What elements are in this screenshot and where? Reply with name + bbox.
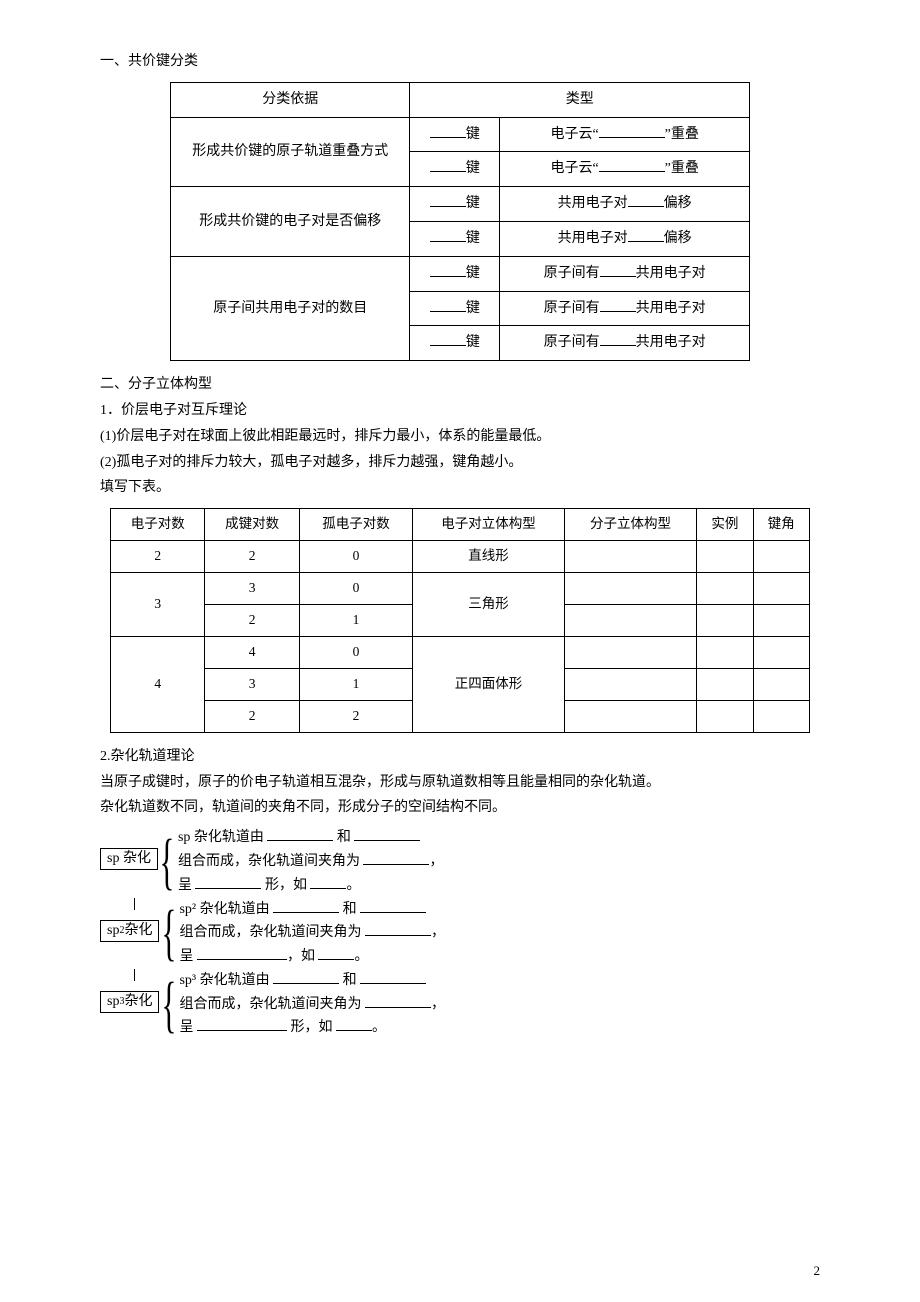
t2-r1-c0: 3 (111, 573, 205, 637)
t1-r1-s1-right: 共用电子对偏移 (500, 221, 750, 256)
t1-basis-0: 形成共价键的原子轨道重叠方式 (171, 117, 410, 187)
t1-r2-s1-mid: 键 (410, 291, 500, 326)
t2-r3-c6 (753, 636, 809, 668)
t2-r5-c5 (697, 700, 753, 732)
covalent-bond-table: 分类依据 类型 形成共价键的原子轨道重叠方式 键 电子云“”重叠 键 电子云“”… (170, 82, 750, 361)
t2-r2-c2: 1 (299, 604, 412, 636)
t1-r0-s1-mid: 键 (410, 152, 500, 187)
t2-h5: 实例 (697, 509, 753, 541)
sub-2-title: 2.杂化轨道理论 (100, 745, 820, 769)
t2-h1: 成键对数 (205, 509, 299, 541)
t2-h2: 孤电子对数 (299, 509, 412, 541)
t1-r1-s1-mid: 键 (410, 221, 500, 256)
t1-r0-s0-right: 电子云“”重叠 (500, 117, 750, 152)
hybrid-sp-l3: 呈 形，如 。 (178, 874, 444, 898)
t2-r5-c6 (753, 700, 809, 732)
t2-r0-c1: 2 (205, 541, 299, 573)
t1-r1-s0-right: 共用电子对偏移 (500, 187, 750, 222)
t2-h4: 分子立体构型 (564, 509, 696, 541)
hybrid-diagram: sp 杂化 { sp 杂化轨道由 和 组合而成，杂化轨道间夹角为 ， 呈 形，如… (100, 826, 820, 1040)
t1-r0-s1-right: 电子云“”重叠 (500, 152, 750, 187)
t1-basis-1: 形成共价键的电子对是否偏移 (171, 187, 410, 257)
t2-r4-c2: 1 (299, 668, 412, 700)
hybrid-sp3-l1: sp³ 杂化轨道由 和 (179, 969, 445, 993)
hybrid-sp-label: sp 杂化 (100, 848, 158, 870)
t1-r0-s0-mid: 键 (410, 117, 500, 152)
hybrid-sp3-l2: 组合而成，杂化轨道间夹角为 ， (179, 993, 445, 1017)
hybrid-sp3-label: sp3 杂化 (100, 991, 159, 1013)
hybrid-sp-row: sp 杂化 { sp 杂化轨道由 和 组合而成，杂化轨道间夹角为 ， 呈 形，如… (100, 826, 820, 897)
section-1-title: 一、共价键分类 (100, 50, 820, 74)
t2-h6: 键角 (753, 509, 809, 541)
hybrid-sp2-l2: 组合而成，杂化轨道间夹角为 ， (179, 921, 445, 945)
t2-r3-c2: 0 (299, 636, 412, 668)
hybrid-sp2-l1: sp² 杂化轨道由 和 (179, 898, 445, 922)
t2-h3: 电子对立体构型 (413, 509, 564, 541)
t2-r2-c5 (697, 604, 753, 636)
t2-r3-c0: 4 (111, 636, 205, 732)
t1-r2-s0-mid: 键 (410, 256, 500, 291)
t2-r4-c6 (753, 668, 809, 700)
section-2-title: 二、分子立体构型 (100, 373, 820, 397)
hybrid-sp3-row: sp3 杂化 { sp³ 杂化轨道由 和 组合而成，杂化轨道间夹角为 ， 呈 形… (100, 969, 820, 1040)
t2-r1-c6 (753, 573, 809, 605)
brace-icon: { (158, 826, 176, 897)
t2-r5-c2: 2 (299, 700, 412, 732)
t1-r2-s2-mid: 键 (410, 326, 500, 361)
t2-r1-c3: 三角形 (413, 573, 564, 637)
t2-r4-c5 (697, 668, 753, 700)
t2-r0-c5 (697, 541, 753, 573)
page-number: 2 (814, 1260, 821, 1282)
fill-label: 填写下表。 (100, 476, 820, 500)
t1-r2-s2-right: 原子间有共用电子对 (500, 326, 750, 361)
t2-r1-c1: 3 (205, 573, 299, 605)
brace-icon: { (159, 898, 177, 969)
t2-r1-c5 (697, 573, 753, 605)
t2-r2-c4 (564, 604, 696, 636)
brace-icon: { (159, 969, 177, 1040)
t2-r5-c4 (564, 700, 696, 732)
t2-r1-c4 (564, 573, 696, 605)
t2-r4-c4 (564, 668, 696, 700)
t1-header-type: 类型 (410, 82, 750, 117)
t2-r0-c0: 2 (111, 541, 205, 573)
hybrid-sp2-label: sp2 杂化 (100, 920, 159, 942)
t2-r4-c1: 3 (205, 668, 299, 700)
t1-r2-s0-right: 原子间有共用电子对 (500, 256, 750, 291)
t2-r3-c5 (697, 636, 753, 668)
t2-r0-c4 (564, 541, 696, 573)
hybrid-sp2-l3: 呈 ，如 。 (179, 945, 445, 969)
t2-r2-c6 (753, 604, 809, 636)
t2-r1-c2: 0 (299, 573, 412, 605)
sub-1-title: 1．价层电子对互斥理论 (100, 399, 820, 423)
t2-r0-c3: 直线形 (413, 541, 564, 573)
t2-r3-c3: 正四面体形 (413, 636, 564, 732)
t2-r3-c4 (564, 636, 696, 668)
t1-r1-s0-mid: 键 (410, 187, 500, 222)
t1-r2-s1-right: 原子间有共用电子对 (500, 291, 750, 326)
t2-r3-c1: 4 (205, 636, 299, 668)
page-container: 一、共价键分类 分类依据 类型 形成共价键的原子轨道重叠方式 键 电子云“”重叠… (0, 0, 920, 1302)
t2-r2-c1: 2 (205, 604, 299, 636)
t2-r5-c1: 2 (205, 700, 299, 732)
hybrid-sp3-l3: 呈 形，如 。 (179, 1016, 445, 1040)
hybrid-sp-l2: 组合而成，杂化轨道间夹角为 ， (178, 850, 444, 874)
sub-1-line-1: (1)价层电子对在球面上彼此相距最远时，排斥力最小，体系的能量最低。 (100, 425, 820, 449)
sub-1-line-2: (2)孤电子对的排斥力较大，孤电子对越多，排斥力越强，键角越小。 (100, 451, 820, 475)
hybrid-sp-l1: sp 杂化轨道由 和 (178, 826, 444, 850)
sub-2-line-1: 当原子成键时，原子的价电子轨道相互混杂，形成与原轨道数相等且能量相同的杂化轨道。 (100, 771, 820, 795)
t2-r0-c6 (753, 541, 809, 573)
sub-2-line-2: 杂化轨道数不同，轨道间的夹角不同，形成分子的空间结构不同。 (100, 796, 820, 820)
t1-header-basis: 分类依据 (171, 82, 410, 117)
vsepr-table: 电子对数 成键对数 孤电子对数 电子对立体构型 分子立体构型 实例 键角 2 2… (110, 508, 810, 733)
t1-basis-2: 原子间共用电子对的数目 (171, 256, 410, 360)
t2-r0-c2: 0 (299, 541, 412, 573)
hybrid-sp2-row: sp2 杂化 { sp² 杂化轨道由 和 组合而成，杂化轨道间夹角为 ， 呈 ，… (100, 898, 820, 969)
t2-h0: 电子对数 (111, 509, 205, 541)
